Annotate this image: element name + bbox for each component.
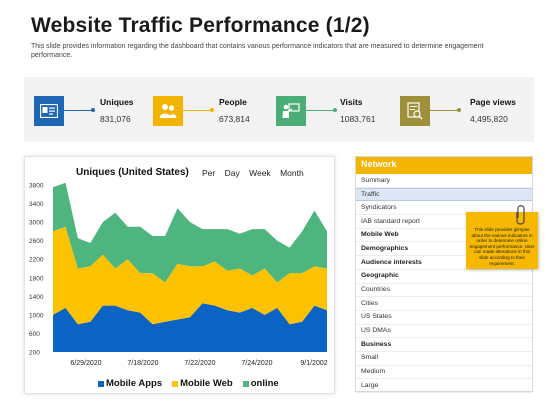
kpi-visits-value: 1083,761 (340, 114, 376, 124)
kpi-connector (430, 110, 458, 111)
legend-item-mobile-web: Mobile Web (172, 378, 233, 389)
contact-card-icon (34, 96, 64, 126)
kpi-pageviews-label: Page views (470, 97, 516, 107)
y-tick-label: 2600 (29, 238, 44, 245)
network-item-audience-interests[interactable]: Audience interests (356, 256, 532, 270)
kpi-people-value: 673,814 (219, 114, 250, 124)
people-icon (153, 96, 183, 126)
paperclip-icon (516, 205, 525, 225)
kpi-uniques-value: 831,076 (100, 114, 131, 124)
kpi-pageviews-value: 4,495,820 (470, 114, 508, 124)
kpi-connector (64, 110, 92, 111)
document-search-icon (400, 96, 430, 126)
sticky-note: This slide provides glimpse about the va… (466, 212, 538, 269)
y-tick-label: 3800 (29, 183, 44, 190)
network-item-large[interactable]: Large (356, 379, 532, 393)
network-item-iab-standard-report[interactable]: IAB standard report (356, 215, 532, 229)
kpi-dot (91, 108, 95, 112)
network-item-cities[interactable]: Cities (356, 297, 532, 311)
network-item-geographic[interactable]: Geographic (356, 270, 532, 284)
legend-item-mobile-apps: Mobile Apps (98, 378, 162, 389)
legend-swatch (98, 380, 104, 387)
kpi-dot (210, 108, 214, 112)
legend-label: Mobile Apps (106, 378, 163, 389)
page-title: Website Traffic Performance (1/2) (31, 14, 370, 37)
y-tick-label: 200 (29, 350, 40, 357)
network-panel: Network Summary Traffic Syndicators IAB sta… (355, 156, 533, 393)
legend-label: Mobile Web (180, 378, 233, 389)
y-tick-label: 1000 (29, 312, 44, 319)
kpi-uniques-label: Uniques (100, 97, 134, 107)
chart-title: Uniques (United States) (76, 167, 189, 178)
kpi-connector (306, 110, 334, 111)
network-item-business[interactable]: Business (356, 338, 532, 352)
y-tick-label: 2200 (29, 257, 44, 264)
network-item-syndicators[interactable]: Syndicators (356, 201, 532, 216)
network-item-small[interactable]: Small (356, 352, 532, 366)
area-series-mobile-apps (53, 303, 327, 352)
network-item-summary[interactable]: Summary (356, 174, 532, 188)
network-item-mobile-web[interactable]: Mobile Web (356, 229, 532, 243)
page-subtitle: This slide provides information regardin… (31, 43, 484, 59)
x-tick-label: 7/18/2020 (127, 360, 158, 367)
network-header: Network (356, 157, 532, 174)
note-text: This slide provides glimpse about the va… (469, 227, 535, 266)
legend-item-online: online (242, 378, 279, 389)
y-tick-label: 1400 (29, 294, 44, 301)
x-tick-label: 7/22/2020 (184, 360, 215, 367)
area-series-online (53, 182, 327, 283)
kpi-visits-label: Visits (340, 97, 363, 107)
network-item-countries[interactable]: Countries (356, 284, 532, 298)
legend-label: online (250, 378, 279, 389)
y-tick-label: 3000 (29, 220, 44, 227)
network-item-medium[interactable]: Medium (356, 366, 532, 380)
tab-week[interactable]: Week (249, 168, 271, 178)
y-tick-label: 600 (29, 331, 40, 338)
tab-per[interactable]: Per (202, 168, 216, 178)
kpi-people-label: People (219, 97, 247, 107)
legend-swatch (172, 380, 179, 387)
chart-legend: Mobile Apps Mobile Web online (98, 378, 279, 389)
network-item-us-dmas[interactable]: US DMAs (356, 325, 532, 339)
presenter-icon (276, 96, 306, 126)
area-chart: 200 600 1000 1400 1800 2200 2600 3000 3400 3800 6/… (29, 182, 328, 368)
kpi-connector (183, 110, 211, 111)
x-tick-label: 7/24/2020 (241, 360, 272, 367)
network-item-traffic[interactable]: Traffic (356, 187, 532, 202)
chart-period-tabs: Per Day Week Month (202, 168, 311, 178)
tab-day[interactable]: Day (224, 168, 240, 178)
network-list: Summary Traffic Syndicators IAB standard re… (356, 174, 532, 393)
y-tick-label: 3400 (29, 201, 44, 208)
tab-month[interactable]: Month (280, 168, 304, 178)
y-tick-label: 1800 (29, 275, 44, 282)
area-series-mobile-web (53, 226, 327, 325)
x-tick-label: 9/1/2002 (300, 360, 327, 367)
kpi-dot (457, 108, 461, 112)
kpi-dot (333, 108, 337, 112)
network-item-us-states[interactable]: US States (356, 311, 532, 325)
network-item-demographics[interactable]: Demographics (356, 242, 532, 257)
x-tick-label: 6/29/2020 (70, 360, 101, 367)
legend-swatch (242, 380, 249, 387)
